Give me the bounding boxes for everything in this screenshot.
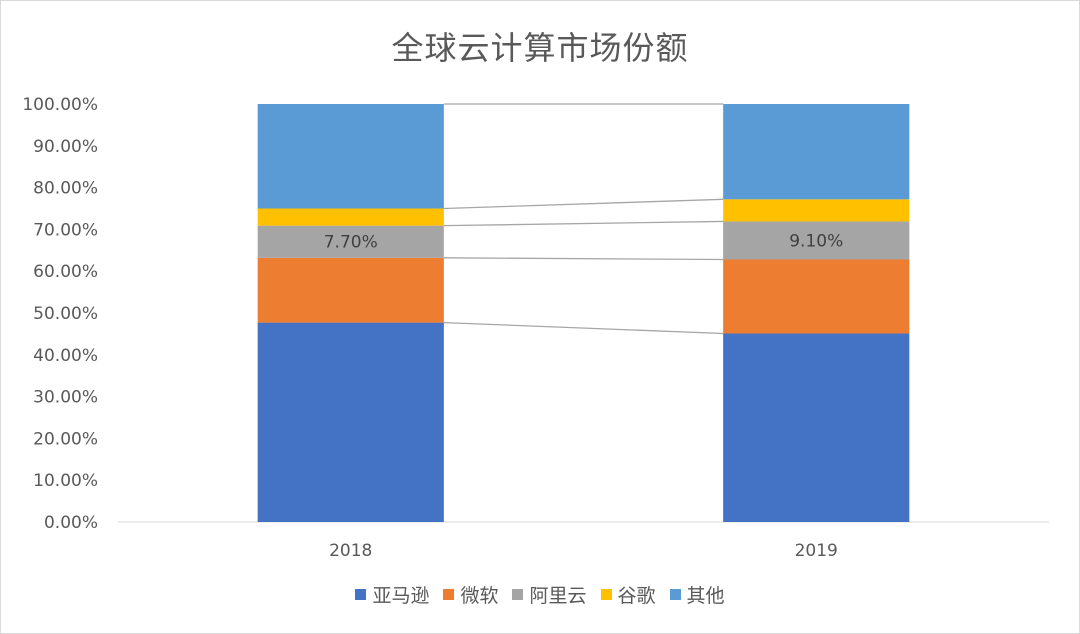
y-tick-label: 80.00%	[33, 179, 98, 199]
bar-segment	[257, 208, 444, 226]
legend-item: 谷歌	[600, 581, 656, 608]
legend-swatch	[512, 589, 524, 600]
chart-title: 全球云计算市场份额	[391, 29, 689, 67]
legend-label: 阿里云	[529, 585, 587, 607]
bar-segment	[257, 322, 444, 522]
bar-segment	[257, 225, 444, 258]
bar-segment	[723, 333, 910, 522]
legend-swatch	[669, 589, 681, 600]
y-tick-label: 40.00%	[33, 346, 98, 366]
data-label: 7.70%	[324, 233, 378, 253]
y-tick-label: 90.00%	[33, 137, 98, 157]
bar-segment	[723, 104, 910, 200]
y-tick-label: 10.00%	[33, 471, 98, 491]
legend-swatch	[600, 589, 612, 600]
x-tick-label: 2019	[795, 541, 838, 561]
y-tick-label: 100.00%	[22, 95, 98, 115]
legend-label: 亚马逊	[372, 585, 430, 607]
series-line	[443, 321, 724, 335]
legend-item: 亚马逊	[355, 581, 429, 608]
legend-label: 微软	[460, 585, 499, 607]
y-tick-label: 20.00%	[33, 429, 98, 449]
legend-swatch	[355, 589, 367, 600]
chart-legend: 亚马逊 微软 阿里云 谷歌 其他	[1, 581, 1079, 608]
legend-item: 阿里云	[512, 581, 587, 608]
x-tick-label: 2018	[329, 541, 372, 561]
legend-item: 其他	[669, 581, 725, 608]
legend-swatch	[443, 589, 455, 600]
legend-label: 谷歌	[617, 585, 656, 607]
legend-label: 其他	[686, 585, 725, 607]
data-label: 9.10%	[789, 231, 843, 251]
bar-segment	[723, 199, 910, 222]
series-line	[443, 220, 724, 227]
y-tick-label: 70.00%	[33, 220, 98, 240]
series-line	[443, 198, 724, 210]
bar-segment	[723, 221, 910, 260]
bar-segment	[257, 104, 444, 209]
y-tick-label: 0.00%	[44, 513, 98, 533]
y-tick-label: 60.00%	[33, 262, 98, 282]
legend-item: 微软	[443, 581, 498, 608]
bar-segment	[257, 257, 444, 323]
bar-segment	[723, 259, 910, 334]
y-tick-label: 30.00%	[33, 388, 98, 408]
series-line	[443, 257, 724, 261]
y-tick-label: 50.00%	[33, 304, 98, 324]
